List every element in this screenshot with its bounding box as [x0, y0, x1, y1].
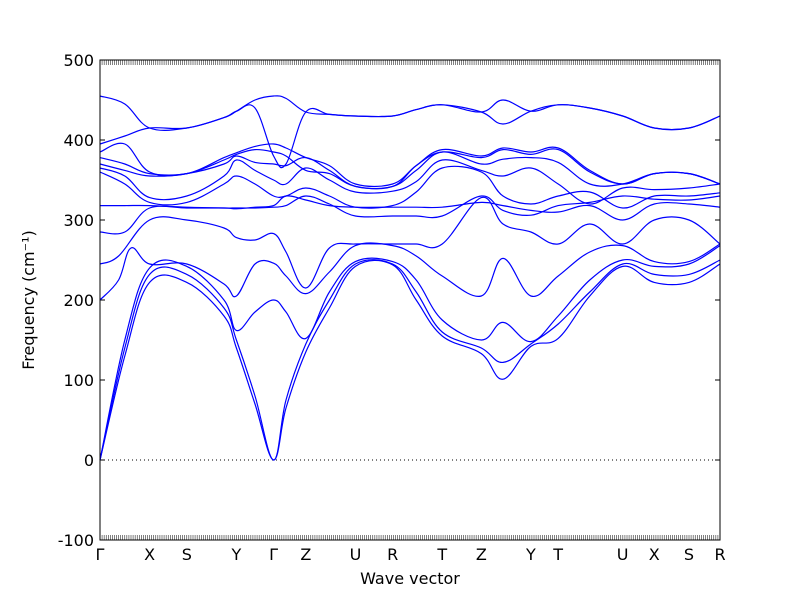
band-line: [99, 196, 721, 289]
x-axis-label: Wave vector: [360, 569, 460, 588]
x-tick-label: T: [436, 545, 447, 564]
x-tick-label: Γ: [269, 545, 278, 564]
band-line: [99, 95, 721, 131]
x-tick-label: Z: [300, 545, 311, 564]
band-line: [99, 259, 721, 461]
x-tick-label: Z: [476, 545, 487, 564]
x-tick-label: S: [684, 545, 694, 564]
x-tick-label: Y: [231, 545, 242, 564]
y-tick-label: -100: [58, 531, 94, 550]
x-tick-label: R: [387, 545, 398, 564]
band-line: [100, 195, 721, 219]
y-tick-label: 200: [63, 291, 94, 310]
y-tick-label: 500: [63, 51, 94, 70]
y-tick-label: 400: [63, 131, 94, 150]
tick-marks: [99, 59, 721, 541]
band-line: [99, 245, 721, 461]
y-tick-label: 100: [63, 371, 94, 390]
band-line: [99, 242, 721, 301]
band-lines: [99, 95, 721, 461]
y-axis-label: Frequency (cm⁻¹): [19, 230, 38, 369]
y-tick-label: 300: [63, 211, 94, 230]
x-tick-label: Y: [525, 545, 536, 564]
plot-frame: [99, 59, 721, 541]
band-line: [99, 142, 721, 188]
y-tick-label: 0: [84, 451, 94, 470]
x-tick-label: T: [552, 545, 563, 564]
x-tick-label: U: [617, 545, 629, 564]
x-tick-label: R: [714, 545, 725, 564]
band-line: [99, 165, 721, 209]
x-tick-label: X: [649, 545, 660, 564]
y-tick-labels: -100 0 100 200 300 400 500: [58, 51, 94, 550]
band-line: [99, 195, 721, 235]
x-tick-label: U: [350, 545, 362, 564]
x-tick-label: S: [182, 545, 192, 564]
band-line: [99, 148, 721, 190]
band-line: [99, 259, 721, 461]
band-line: [99, 159, 721, 205]
band-line: [99, 104, 721, 169]
x-tick-label: X: [144, 545, 155, 564]
x-tick-label: Γ: [96, 545, 105, 564]
